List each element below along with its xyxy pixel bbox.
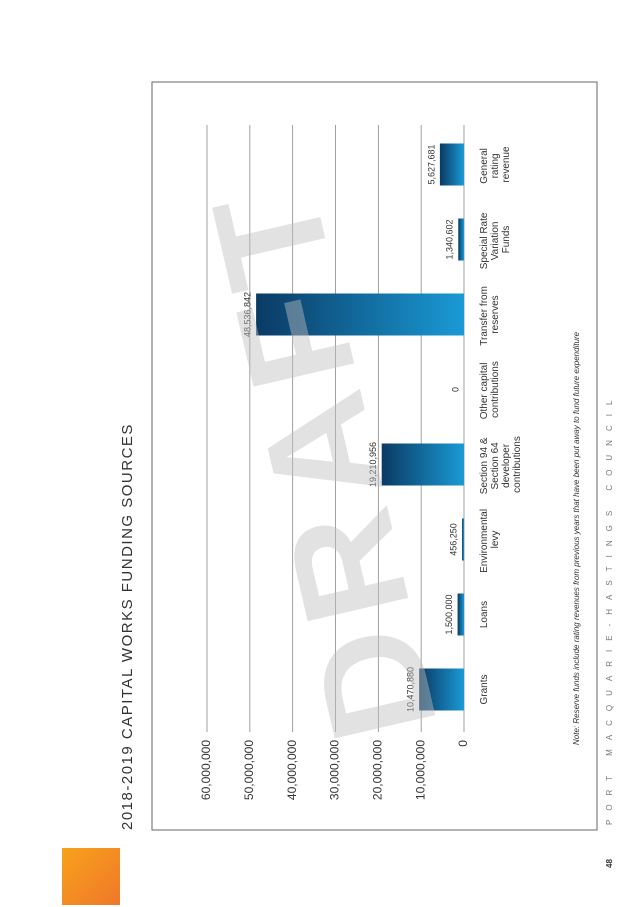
y-tick-label: 20,000,000	[371, 740, 385, 800]
y-tick-label: 0	[456, 740, 470, 747]
y-tick-label: 30,000,000	[328, 740, 342, 800]
bar	[458, 218, 464, 261]
value-label: 1,340,602	[445, 219, 455, 259]
bar	[457, 593, 465, 636]
value-label: 19,210,956	[368, 442, 378, 487]
value-label: 10,470,880	[406, 667, 416, 712]
x-tick-label: Transfer from reserves	[479, 283, 501, 345]
value-label: 1,500,000	[444, 594, 454, 634]
rotated-content: 2018-2019 CAPITAL WORKS FUNDING SOURCES …	[119, 81, 614, 868]
footer: PORT MACQUARIE-HASTINGS COUNCIL	[605, 392, 614, 825]
x-tick-label: General rating revenue	[479, 145, 512, 183]
x-tick-label: Loans	[479, 601, 490, 628]
x-tick-label: Section 94 & Section 64 developer contri…	[479, 435, 523, 494]
value-label: 48,536,842	[242, 292, 252, 337]
y-tick-label: 60,000,000	[199, 740, 213, 800]
bar	[439, 143, 465, 186]
bar	[256, 293, 464, 336]
value-label: 5,627,681	[426, 144, 436, 184]
x-tick-label: Other capital contributions	[479, 360, 501, 419]
x-tick-label: Special Rate Variation Funds	[479, 210, 512, 269]
value-label: 0	[450, 387, 460, 392]
bar	[381, 443, 464, 486]
logo-block	[62, 848, 120, 905]
note: Note: Reserve funds include rating reven…	[572, 331, 581, 745]
x-tick-label: Grants	[479, 674, 490, 704]
chart-frame	[151, 81, 598, 831]
chart-title: 2018-2019 CAPITAL WORKS FUNDING SOURCES	[119, 423, 136, 830]
value-label: 456,250	[448, 523, 458, 556]
y-tick-label: 50,000,000	[242, 740, 256, 800]
y-tick-label: 40,000,000	[285, 740, 299, 800]
bar	[462, 518, 464, 561]
y-tick-label: 10,000,000	[413, 740, 427, 800]
x-tick-label: Environmental levy	[479, 506, 501, 573]
page-number: 48	[605, 859, 614, 868]
bar	[419, 668, 464, 711]
